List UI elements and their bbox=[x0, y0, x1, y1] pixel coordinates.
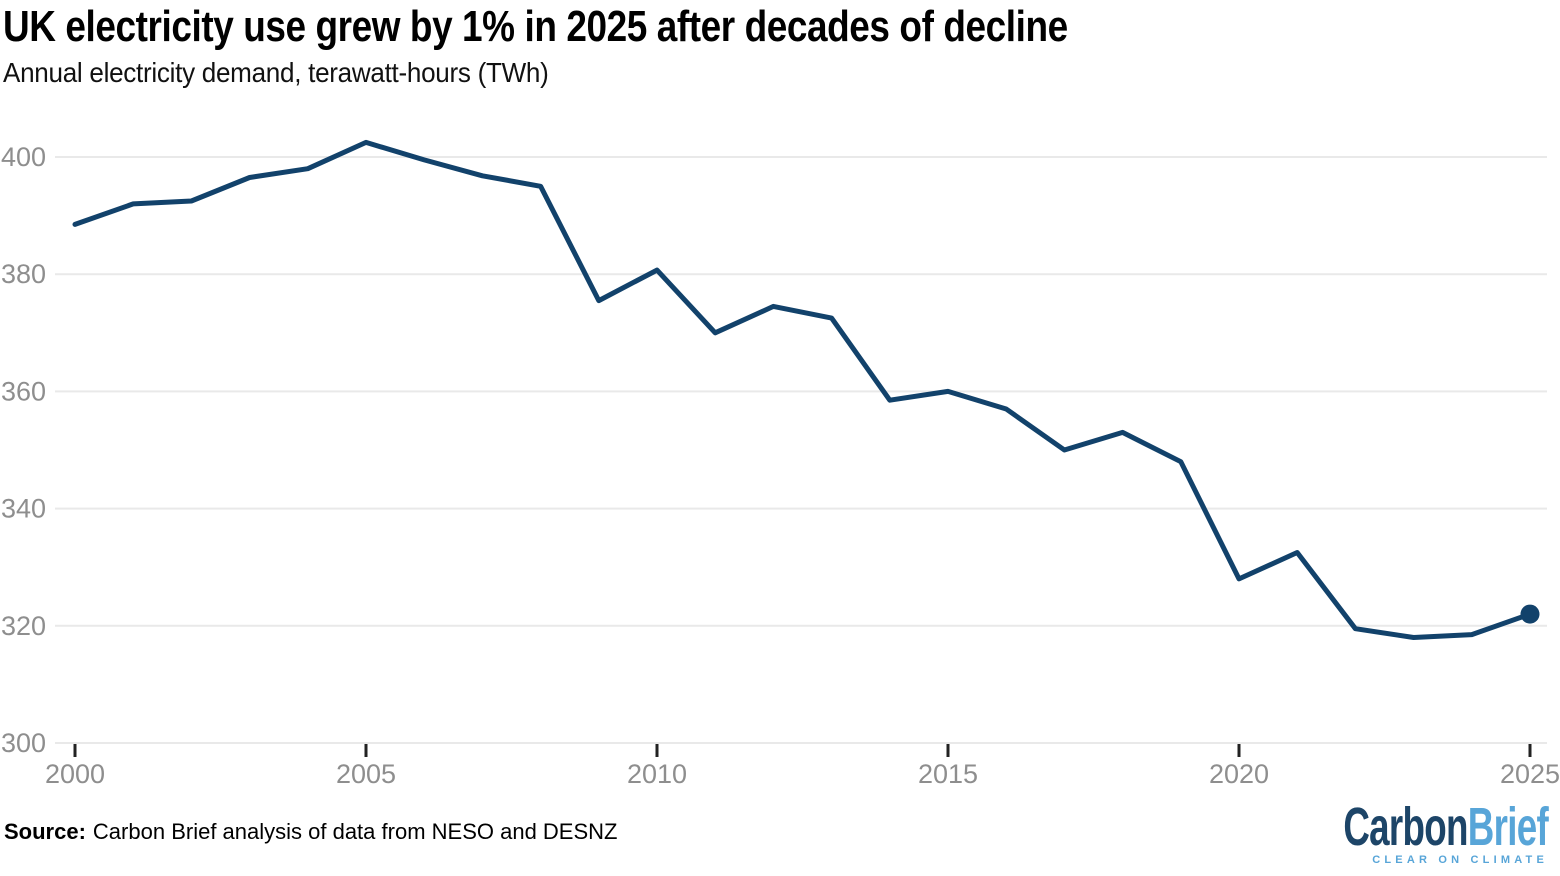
demand-line bbox=[72, 139, 1533, 640]
y-axis-tick-label: 360 bbox=[1, 376, 46, 406]
x-axis-tick-label: 2010 bbox=[627, 759, 687, 789]
logo-brief-text: Brief bbox=[1467, 797, 1549, 857]
x-axis-tick-label: 2020 bbox=[1209, 759, 1269, 789]
chart-title: UK electricity use grew by 1% in 2025 af… bbox=[3, 2, 1068, 51]
carbonbrief-wordmark: CarbonBrief bbox=[1343, 800, 1548, 854]
endpoint-marker-2025 bbox=[1520, 604, 1540, 624]
source-label: Source: bbox=[4, 819, 86, 844]
carbonbrief-logo: CarbonBrief CLEAR ON CLIMATE bbox=[1247, 800, 1548, 866]
source-text: Carbon Brief analysis of data from NESO … bbox=[92, 819, 618, 844]
source-note: Source: Carbon Brief analysis of data fro… bbox=[4, 819, 617, 845]
y-axis-tick-label: 320 bbox=[1, 611, 46, 641]
x-axis-tick-label: 2000 bbox=[45, 759, 105, 789]
y-axis-tick-label: 300 bbox=[1, 728, 46, 758]
y-axis-tick-label: 380 bbox=[1, 259, 46, 289]
x-axis-tick-label: 2025 bbox=[1500, 759, 1560, 789]
x-axis-tick-label: 2005 bbox=[336, 759, 396, 789]
logo-tagline: CLEAR ON CLIMATE bbox=[1372, 854, 1548, 866]
chart-subtitle: Annual electricity demand, terawatt-hour… bbox=[3, 57, 549, 88]
x-axis-tick-label: 2015 bbox=[918, 759, 978, 789]
y-axis-tick-label: 340 bbox=[1, 494, 46, 524]
y-axis-tick-label: 400 bbox=[1, 142, 46, 172]
logo-carbon-text: Carbon bbox=[1343, 797, 1468, 857]
